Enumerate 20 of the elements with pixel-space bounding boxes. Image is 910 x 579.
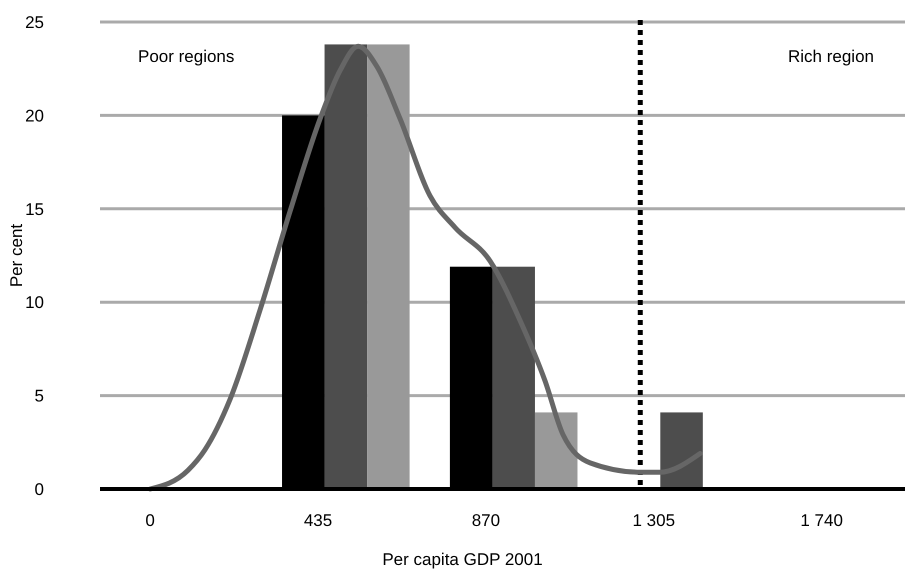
y-tick-label: 0 [34,480,44,499]
bar [324,44,368,489]
y-tick-label: 15 [25,200,44,219]
bar [534,412,578,489]
bar [492,266,535,489]
x-tick-label: 1 305 [632,511,676,530]
x-tick-label: 435 [304,511,332,530]
bar [367,44,410,489]
y-tick-label: 5 [34,386,44,406]
annotation: Rich region [788,47,874,66]
y-tick-label: 10 [25,293,44,312]
x-tick-label: 0 [145,511,155,530]
y-tick-label: 20 [25,106,44,126]
x-axis-title: Per capita GDP 2001 [382,550,543,569]
y-tick-label: 25 [25,12,44,32]
y-axis-title: Per cent [7,224,26,288]
x-tick-label: 1 740 [800,511,843,530]
x-tick-label: 870 [472,511,500,530]
bar [660,412,703,489]
annotation: Poor regions [138,47,234,66]
